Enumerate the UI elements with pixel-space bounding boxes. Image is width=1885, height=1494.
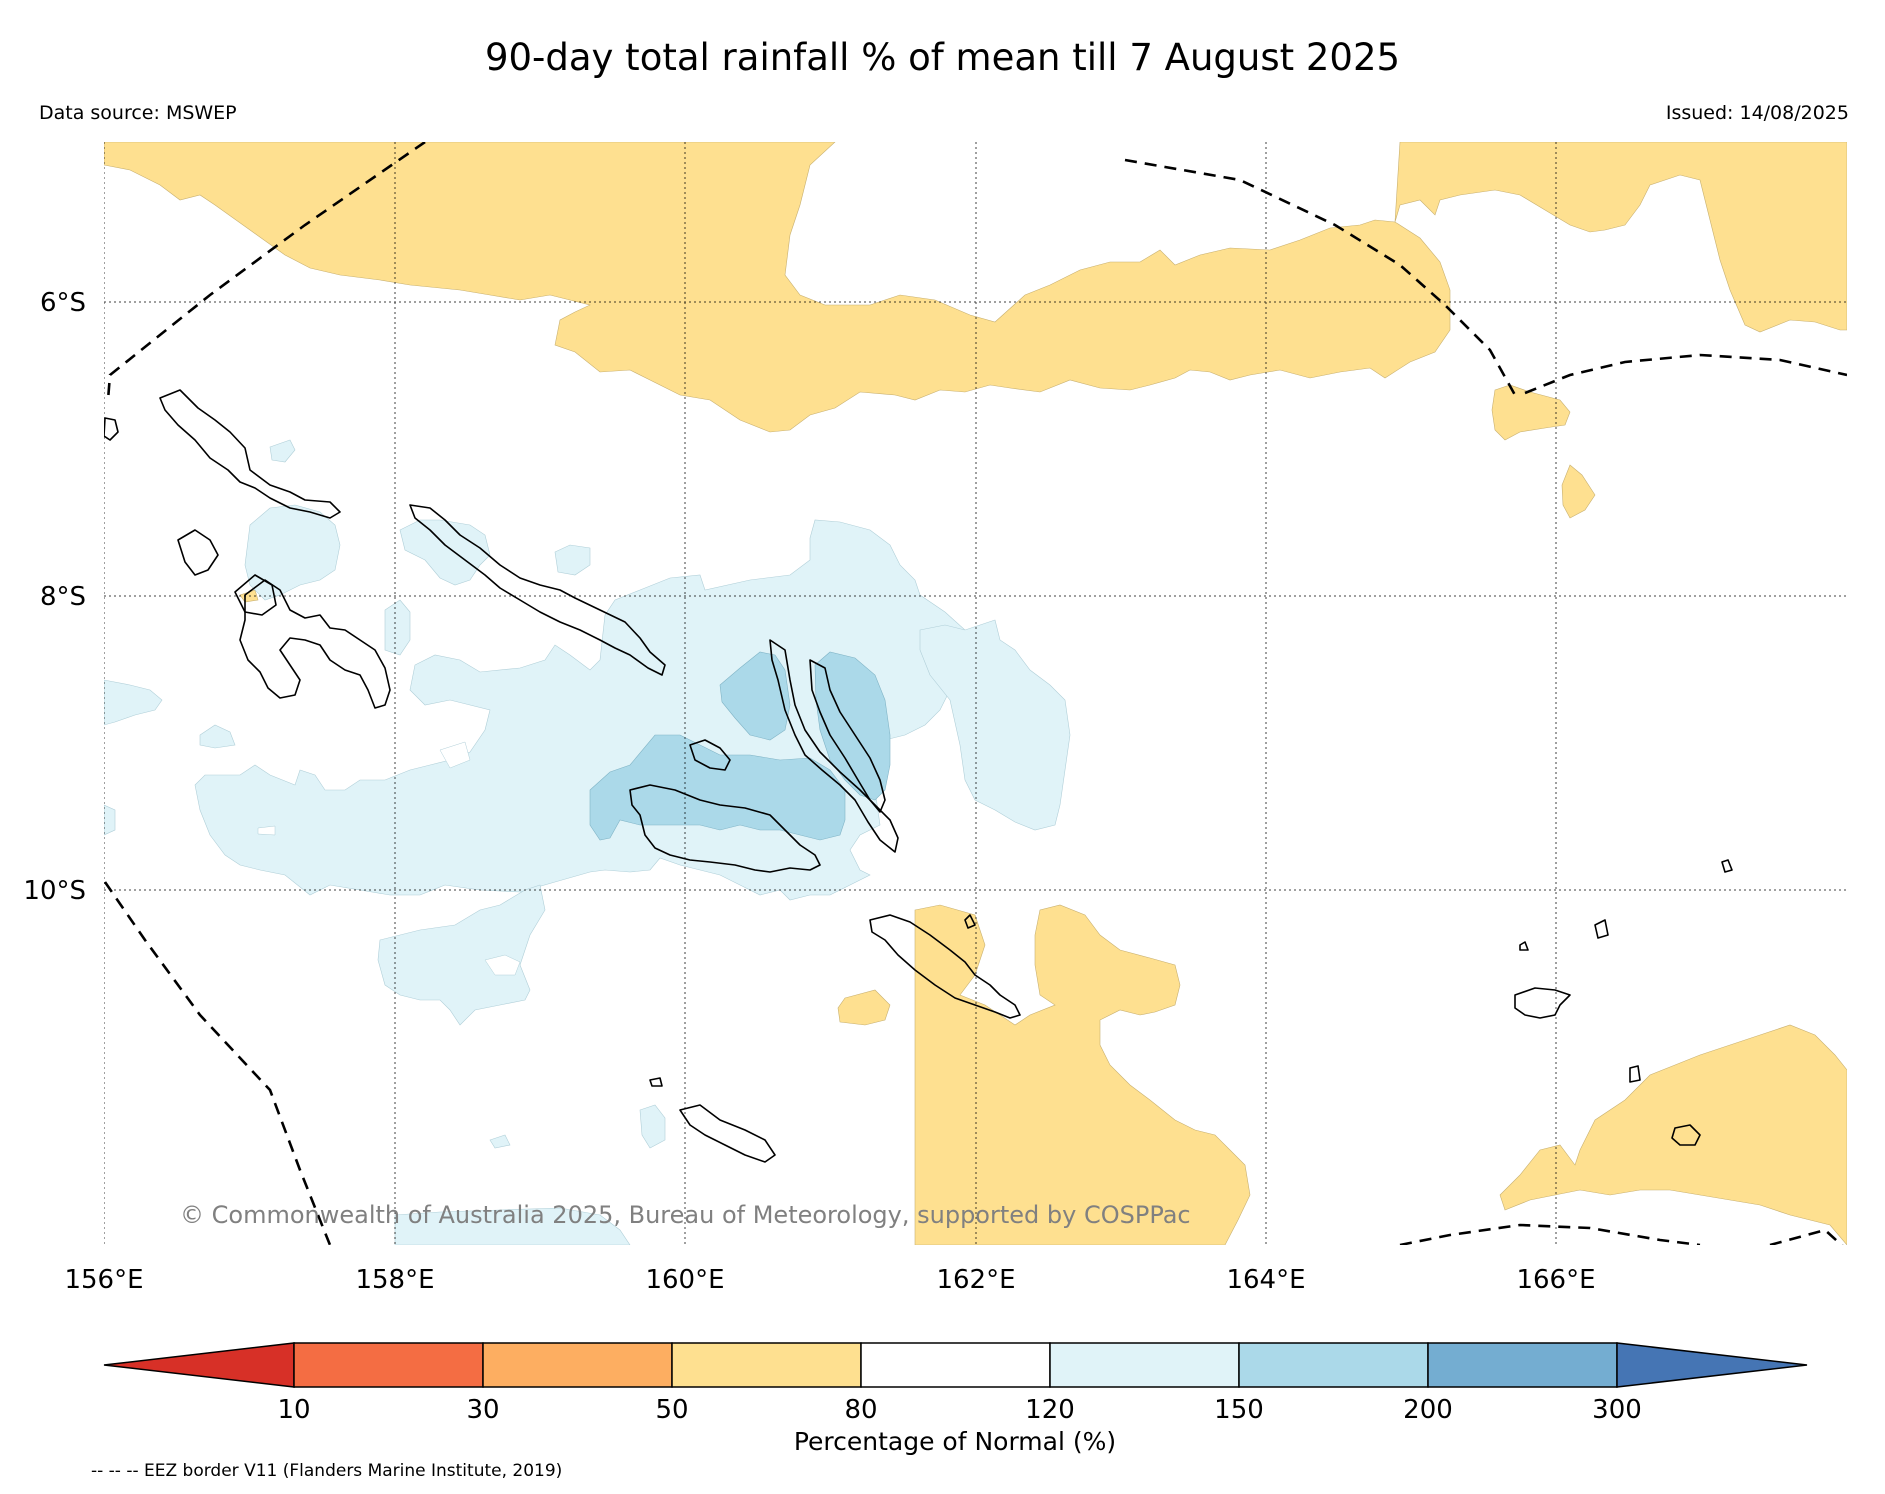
region-south-west-blob	[837, 989, 891, 1026]
graticule	[104, 142, 1847, 1245]
region-small-1	[554, 544, 591, 576]
colorbar-bin-30-50	[482, 1342, 673, 1388]
island-guadalcanal	[629, 784, 821, 873]
region-south-lobe	[377, 884, 546, 1026]
land-outlines	[104, 389, 1733, 1163]
colorbar-bin-50-80	[671, 1342, 862, 1388]
region-west-lower	[104, 804, 116, 836]
eez-footnote: -- -- -- EEZ border V11 (Flanders Marine…	[91, 1461, 563, 1481]
data-source: Data source: MSWEP	[39, 102, 237, 124]
below-normal-regions	[104, 142, 1847, 1245]
island-small-2	[1519, 941, 1529, 951]
copyright-credit: © Commonwealth of Australia 2025, Bureau…	[180, 1201, 1191, 1229]
region-south-bottom	[394, 1207, 631, 1245]
map-area: © Commonwealth of Australia 2025, Bureau…	[104, 142, 1847, 1245]
colorbar-bin-200-300	[1427, 1342, 1618, 1388]
region-strong-west	[589, 734, 846, 841]
lon-label-164e: 164°E	[1226, 1265, 1305, 1295]
region-north-central	[104, 142, 1451, 433]
island-choiseul	[409, 504, 666, 676]
colorbar-tick-10: 10	[277, 1395, 310, 1425]
region-mid-blob	[384, 599, 411, 656]
colorbar-tick-200: 200	[1403, 1395, 1453, 1425]
island-makira	[869, 914, 1021, 1019]
lon-label-160e: 160°E	[645, 1265, 724, 1295]
colorbar-tick-120: 120	[1025, 1395, 1075, 1425]
region-solomon-mid	[399, 519, 491, 586]
region-west-small	[199, 724, 236, 749]
colorbar-tick-50: 50	[655, 1395, 688, 1425]
colorbar-bin-80-120	[860, 1342, 1051, 1388]
colorbar-bin-10-30	[293, 1342, 484, 1388]
region-solomon-north	[244, 504, 341, 601]
lat-label-8s: 8°S	[40, 582, 86, 612]
eez-north-east	[1524, 353, 1847, 395]
region-east-small	[1561, 464, 1596, 519]
lat-label-6s: 6°S	[40, 288, 86, 318]
lon-label-162e: 162°E	[936, 1265, 1015, 1295]
lon-label-166e: 166°E	[1516, 1265, 1595, 1295]
colorbar-tick-150: 150	[1214, 1395, 1264, 1425]
island-small-3	[1721, 859, 1733, 873]
region-solomon-north-tip	[269, 439, 296, 463]
eez-south-east	[1399, 1223, 1701, 1245]
island-shortland	[177, 529, 219, 576]
island-small-4	[649, 1077, 663, 1087]
colorbar-label: Percentage of Normal (%)	[794, 1427, 1116, 1456]
region-south-small	[639, 1104, 666, 1149]
region-tiny-2	[489, 1134, 511, 1149]
lon-label-156e: 156°E	[64, 1265, 143, 1295]
eez-north-west	[106, 142, 426, 401]
holes	[257, 741, 521, 976]
colorbar: 10 30 50 80 120 150 200 300 Percentage o…	[103, 1342, 1808, 1456]
colorbar-bin-120-150	[1049, 1342, 1240, 1388]
issued-date: Issued: 14/08/2025	[1665, 102, 1849, 124]
island-small-e	[1629, 1065, 1641, 1083]
island-santa-isabel	[769, 639, 899, 853]
island-small-ne	[1594, 919, 1609, 939]
island-small-1	[964, 914, 976, 929]
colorbar-bin-150-200	[1238, 1342, 1429, 1388]
island-new-georgia	[239, 579, 391, 709]
region-east-strip	[919, 619, 1071, 831]
region-east-island	[1491, 384, 1571, 441]
region-north-east	[1394, 142, 1847, 333]
eez-north-central	[1124, 158, 1517, 396]
eez-south-west	[104, 881, 332, 1245]
map-title: 90-day total rainfall % of mean till 7 A…	[484, 36, 1401, 79]
region-strong-east	[814, 651, 891, 801]
region-south-central	[914, 904, 1251, 1245]
eez-borders	[104, 142, 1847, 1245]
island-bougainville	[159, 389, 341, 519]
lat-label-10s: 10°S	[23, 876, 86, 906]
island-vanuatu-north	[1671, 1124, 1701, 1146]
region-west-edge	[104, 679, 163, 726]
island-florida	[689, 739, 731, 771]
colorbar-tick-300: 300	[1592, 1395, 1642, 1425]
colorbar-extend-high	[1616, 1342, 1808, 1388]
colorbar-extend-low	[103, 1342, 295, 1388]
island-kolombangara	[234, 574, 277, 616]
island-malaita	[809, 659, 886, 813]
colorbar-tick-80: 80	[844, 1395, 877, 1425]
colorbar-tick-30: 30	[466, 1395, 499, 1425]
island-rennell	[679, 1104, 776, 1163]
lon-label-158e: 158°E	[355, 1265, 434, 1295]
above-normal-strong-regions	[589, 651, 891, 841]
island-santa-cruz	[1514, 987, 1571, 1019]
